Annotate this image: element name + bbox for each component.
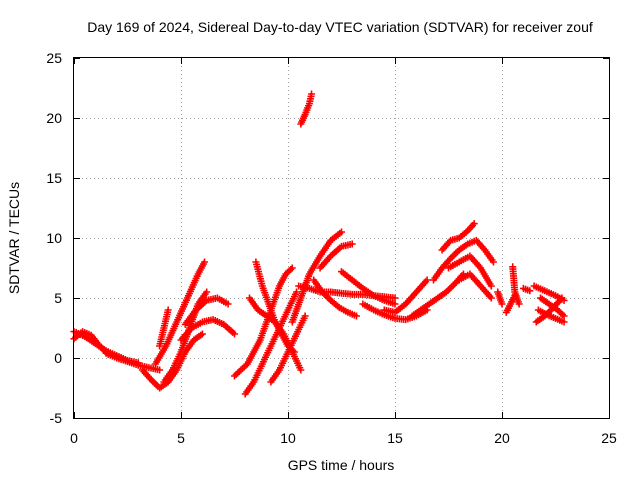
data-point-marker bbox=[423, 276, 431, 284]
data-series-pass-t bbox=[338, 268, 399, 308]
data-point-marker bbox=[224, 300, 232, 308]
data-series-pass-q bbox=[316, 240, 356, 272]
axis-ticks bbox=[74, 58, 610, 419]
data-series-pass-y bbox=[438, 220, 478, 254]
x-tick-label: 20 bbox=[494, 430, 510, 446]
data-series-pass-v bbox=[380, 276, 431, 316]
data-series-pass-j bbox=[231, 264, 296, 380]
data-point-marker bbox=[297, 366, 305, 374]
data-point-marker bbox=[308, 90, 316, 98]
y-tick-label: 0 bbox=[54, 350, 62, 366]
data-point-marker bbox=[526, 287, 534, 295]
data-point-marker bbox=[198, 330, 206, 338]
data-point-marker bbox=[293, 288, 301, 296]
y-tick-label: 5 bbox=[54, 290, 62, 306]
chart-title: Day 169 of 2024, Sidereal Day-to-day VTE… bbox=[87, 19, 593, 35]
data-point-marker bbox=[352, 312, 360, 320]
data-point-marker bbox=[489, 258, 497, 266]
x-axis-label: GPS time / hours bbox=[288, 457, 395, 473]
y-tick-label: -5 bbox=[50, 410, 63, 426]
data-series-pass-aa bbox=[455, 270, 495, 302]
data-point-marker bbox=[560, 312, 568, 320]
data-point-marker bbox=[203, 288, 211, 296]
data-series-pass-ad bbox=[502, 292, 519, 316]
x-tick-label: 15 bbox=[387, 430, 403, 446]
data-series-pass-ai bbox=[534, 306, 568, 326]
x-tick-labels: 0 5 10 15 20 25 bbox=[70, 430, 617, 446]
data-series-pass-c bbox=[102, 349, 164, 374]
data-series-pass-s bbox=[310, 276, 360, 320]
data-series-pass-ah bbox=[537, 294, 568, 320]
data-point-marker bbox=[391, 294, 399, 302]
y-axis-label: SDTVAR / TECUs bbox=[6, 182, 22, 294]
data-point-marker bbox=[487, 294, 495, 302]
data-point-marker bbox=[560, 318, 568, 326]
data-point-marker bbox=[301, 312, 309, 320]
data-series-pass-p bbox=[288, 228, 345, 326]
x-tick-label: 25 bbox=[601, 430, 617, 446]
data-point-marker bbox=[156, 366, 164, 374]
data-series-pass-d bbox=[138, 330, 206, 392]
data-series-pass-i bbox=[181, 294, 232, 328]
y-tick-label: 25 bbox=[46, 50, 62, 66]
y-tick-label: 10 bbox=[46, 230, 62, 246]
y-tick-label: 20 bbox=[46, 110, 62, 126]
y-tick-labels: -5 0 5 10 15 20 25 bbox=[46, 50, 62, 426]
data-point-marker bbox=[498, 300, 506, 308]
x-tick-label: 0 bbox=[70, 430, 78, 446]
data-point-marker bbox=[348, 240, 356, 248]
x-tick-label: 10 bbox=[280, 430, 296, 446]
data-point-marker bbox=[487, 282, 495, 290]
data-series-pass-x bbox=[430, 236, 497, 284]
data-point-marker bbox=[515, 300, 523, 308]
x-tick-label: 5 bbox=[177, 430, 185, 446]
data-point-marker bbox=[470, 220, 478, 228]
data-series-pass-g bbox=[156, 306, 172, 350]
data-series-pass-z bbox=[445, 252, 495, 290]
data-series-pass-h bbox=[177, 316, 238, 344]
plot-frame bbox=[73, 57, 610, 419]
data-markers bbox=[70, 90, 568, 398]
data-series-pass-o bbox=[297, 90, 316, 128]
data-series-pass-e bbox=[151, 258, 209, 368]
data-point-marker bbox=[391, 300, 399, 308]
y-tick-label: 15 bbox=[46, 170, 62, 186]
data-point-marker bbox=[288, 264, 296, 272]
data-point-marker bbox=[511, 292, 519, 300]
data-series-pass-k bbox=[241, 288, 301, 398]
data-series-pass-w bbox=[408, 270, 467, 320]
data-point-marker bbox=[164, 306, 172, 314]
data-series-pass-ae bbox=[519, 284, 534, 295]
data-point-marker bbox=[558, 294, 566, 302]
data-point-marker bbox=[338, 228, 345, 236]
data-point-marker bbox=[201, 258, 209, 266]
data-series-pass-m bbox=[245, 294, 305, 374]
data-series-pass-ab bbox=[494, 288, 506, 308]
data-point-marker bbox=[231, 330, 238, 338]
data-series-pass-n bbox=[267, 312, 309, 386]
